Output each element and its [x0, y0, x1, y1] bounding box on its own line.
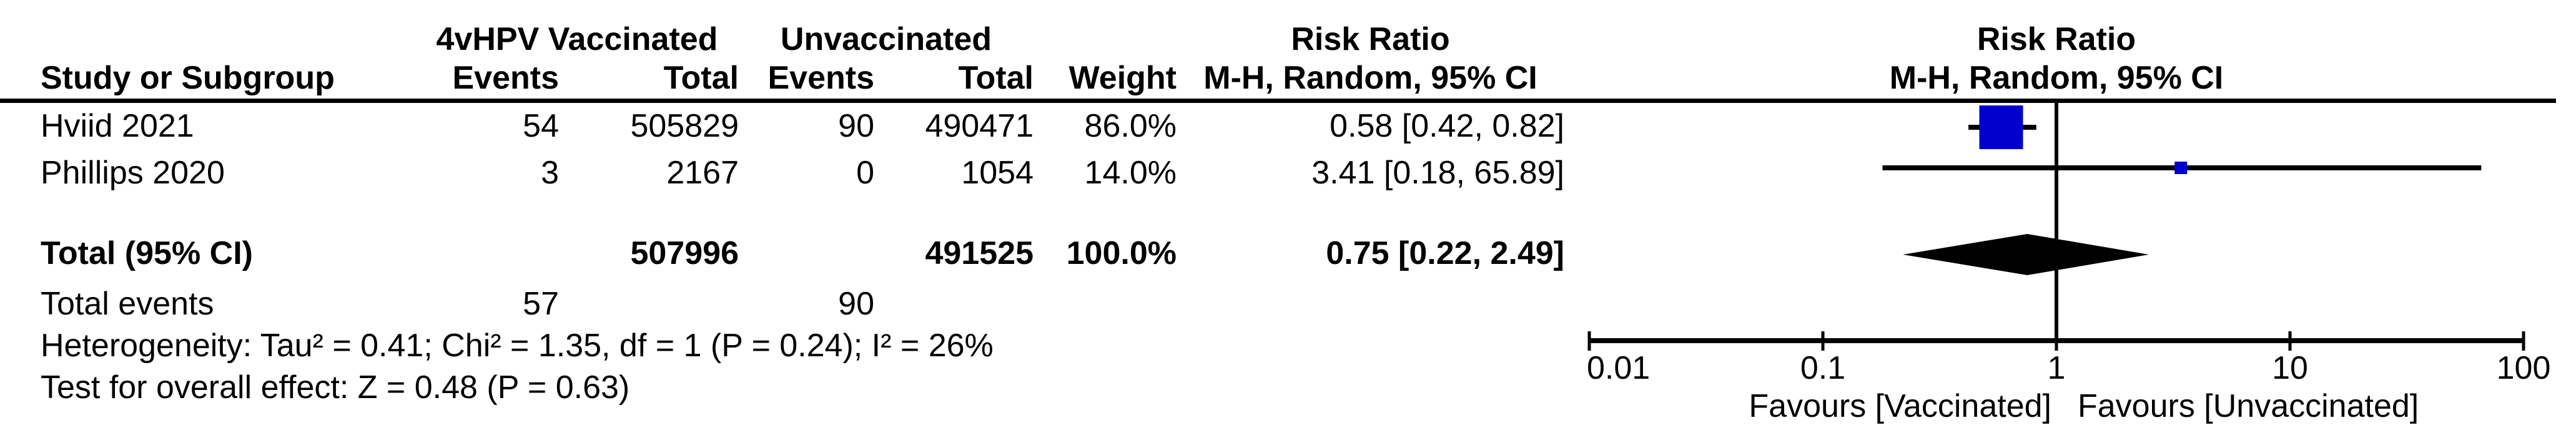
axis-tick-label: 100	[2497, 350, 2551, 386]
col-header-total-vacc: Total	[663, 60, 739, 96]
group-header-risk-ratio: Risk Ratio	[1291, 21, 1450, 57]
group-header-weight-spacer	[1034, 21, 1177, 58]
plot-header-subtitle: M-H, Random, 95% CI	[1889, 60, 2224, 96]
total-unvacc-value: 490471	[925, 108, 1034, 144]
study-marker	[2174, 162, 2188, 174]
favours-right-label: Favours [Unvaccinated]	[2078, 388, 2419, 424]
events-unvacc-value: 0	[856, 155, 874, 191]
group-header-spacer	[41, 21, 415, 58]
events-unvacc-value: 90	[838, 108, 874, 144]
total-events-vacc: 57	[523, 286, 559, 322]
group-header-vaccinated: 4vHPV Vaccinated	[436, 21, 718, 57]
events-vacc-value: 3	[541, 155, 559, 191]
axis-tick-label: 1	[2048, 350, 2066, 386]
axis-tick-label: 0.01	[1587, 350, 1650, 386]
header-divider-line	[0, 99, 2556, 103]
total-events-row: Total events 57 90	[0, 285, 1564, 323]
weight-value: 86.0%	[1084, 108, 1177, 144]
table-row-hviid-2021: Hviid 2021 54 505829 90 490471 86.0% 0.5…	[0, 107, 1564, 145]
total-ci: 0.75 [0.22, 2.49]	[1326, 235, 1564, 271]
heterogeneity-stats: Heterogeneity: Tau² = 0.41; Chi² = 1.35,…	[41, 328, 994, 364]
total-row: Total (95% CI) 507996 491525 100.0% 0.75…	[0, 235, 1564, 272]
axis-tick-label: 0.1	[1800, 350, 1845, 386]
ci-value: 3.41 [0.18, 65.89]	[1311, 155, 1564, 191]
total-label: Total (95% CI)	[41, 235, 253, 271]
col-header-events-vacc: Events	[452, 60, 559, 96]
events-vacc-value: 54	[523, 108, 559, 144]
total-vacc-value: 505829	[630, 108, 739, 144]
total-events-unvacc-empty	[739, 235, 874, 272]
total-total-unvacc: 491525	[925, 235, 1034, 271]
forest-plot-area: 0.01 0.1 1 10 100 Favours [Vaccinated] Favours…	[1587, 103, 2551, 424]
plot-header-title: Risk Ratio	[1976, 21, 2136, 57]
axis-tick-label: 10	[2272, 350, 2308, 386]
overall-effect-stats: Test for overall effect: Z = 0.48 (P = 0…	[41, 369, 630, 406]
total-events-label: Total events	[41, 286, 214, 322]
study-name: Phillips 2020	[41, 155, 225, 191]
col-header-total-unvacc: Total	[958, 60, 1034, 96]
total-total-vacc: 507996	[630, 235, 739, 271]
weight-value: 14.0%	[1084, 155, 1177, 191]
group-header-row: 4vHPV Vaccinated Unvaccinated Risk Ratio	[0, 21, 1564, 58]
study-name: Hviid 2021	[41, 108, 194, 144]
total-events-unvacc: 90	[838, 286, 874, 322]
col-header-study: Study or Subgroup	[41, 60, 335, 96]
table-row-phillips-2020: Phillips 2020 3 2167 0 1054 14.0% 3.41 […	[0, 154, 1564, 192]
study-marker	[1979, 105, 2023, 149]
col-header-ci: M-H, Random, 95% CI	[1203, 60, 1537, 96]
ci-value: 0.58 [0.42, 0.82]	[1330, 108, 1564, 144]
group-header-unvaccinated: Unvaccinated	[780, 21, 992, 57]
favours-left-label: Favours [Vaccinated]	[1749, 388, 2051, 424]
col-header-events-unvacc: Events	[767, 60, 874, 96]
col-header-weight: Weight	[1068, 60, 1177, 96]
column-header-row: Study or Subgroup Events Total Events To…	[0, 59, 1564, 97]
total-vacc-value: 2167	[666, 155, 739, 191]
total-weight: 100.0%	[1066, 235, 1177, 271]
summary-diamond	[1903, 234, 2149, 275]
total-unvacc-value: 1054	[961, 155, 1034, 191]
total-events-vacc-empty	[415, 235, 559, 272]
